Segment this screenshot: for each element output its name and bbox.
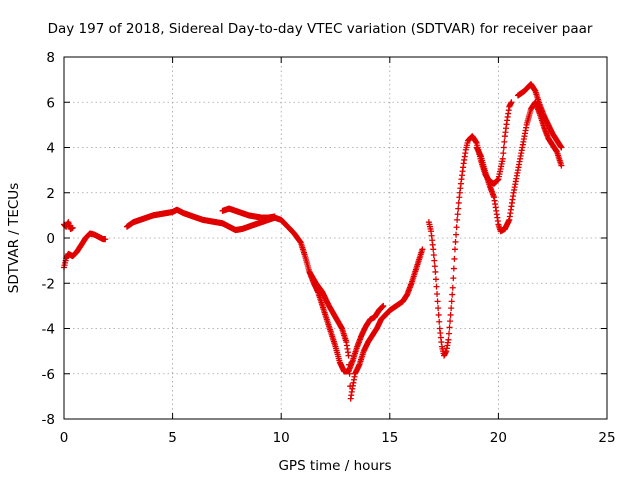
data-point	[436, 318, 443, 325]
data-point	[500, 150, 507, 157]
data-point	[453, 224, 460, 231]
data-point	[449, 291, 456, 298]
data-point	[448, 305, 455, 312]
x-tick-label: 0	[60, 430, 69, 446]
data-point	[445, 336, 452, 343]
data-point	[434, 298, 441, 305]
data-point	[430, 246, 437, 253]
data-point	[433, 283, 440, 290]
y-tick-label: -2	[42, 276, 55, 292]
data-point	[455, 205, 462, 212]
data-point	[346, 361, 353, 368]
data-point	[501, 138, 508, 145]
y-tick-label: -8	[42, 412, 55, 428]
x-tick-label: 25	[598, 430, 615, 446]
data-point	[434, 290, 441, 297]
data-point	[435, 311, 442, 318]
data-point	[454, 211, 461, 218]
data-point	[345, 352, 352, 359]
y-axis-label: SDTVAR / TECUs	[6, 183, 22, 293]
data-point	[499, 155, 506, 162]
x-tick-label: 20	[490, 430, 507, 446]
data-point	[69, 224, 76, 231]
data-point	[271, 213, 278, 220]
data-point	[451, 246, 458, 253]
axis-ticks: 0 5 10 15 20 25 -8 -6 -4 -2 0 2 4 6 8	[42, 50, 616, 446]
data-point	[500, 144, 507, 151]
data-point	[445, 330, 452, 337]
grid	[64, 57, 607, 419]
data-point	[453, 231, 460, 238]
data-point	[450, 275, 457, 282]
data-point	[446, 324, 453, 331]
data-point	[432, 276, 439, 283]
data-point	[558, 144, 565, 151]
y-tick-label: 4	[46, 141, 55, 157]
y-tick-label: 6	[46, 95, 55, 111]
data-point	[435, 305, 442, 312]
data-point	[450, 265, 457, 272]
data-point	[431, 257, 438, 264]
data-point	[431, 263, 438, 270]
data-point	[508, 99, 515, 106]
data-point	[432, 268, 439, 275]
data-point	[449, 284, 456, 291]
chart-title: Day 197 of 2018, Sidereal Day-to-day VTE…	[48, 21, 593, 37]
data-point	[452, 238, 459, 245]
y-tick-label: -4	[42, 322, 55, 338]
x-tick-label: 15	[381, 430, 398, 446]
data-point	[455, 199, 462, 206]
data-point	[451, 255, 458, 262]
data-point	[102, 236, 109, 243]
data-point	[454, 216, 461, 223]
data-series	[61, 81, 565, 402]
y-tick-label: -6	[42, 367, 55, 383]
data-point	[558, 162, 565, 169]
data-point	[430, 251, 437, 258]
data-point	[448, 298, 455, 305]
data-point	[380, 302, 387, 309]
x-axis-label: GPS time / hours	[278, 458, 391, 474]
x-tick-label: 10	[273, 430, 290, 446]
data-point	[447, 318, 454, 325]
x-tick-label: 5	[168, 430, 177, 446]
data-point	[447, 311, 454, 318]
y-tick-label: 2	[46, 186, 55, 202]
y-tick-label: 0	[46, 231, 55, 247]
y-tick-label: 8	[46, 50, 55, 66]
data-point	[419, 246, 426, 253]
data-point	[346, 370, 353, 377]
